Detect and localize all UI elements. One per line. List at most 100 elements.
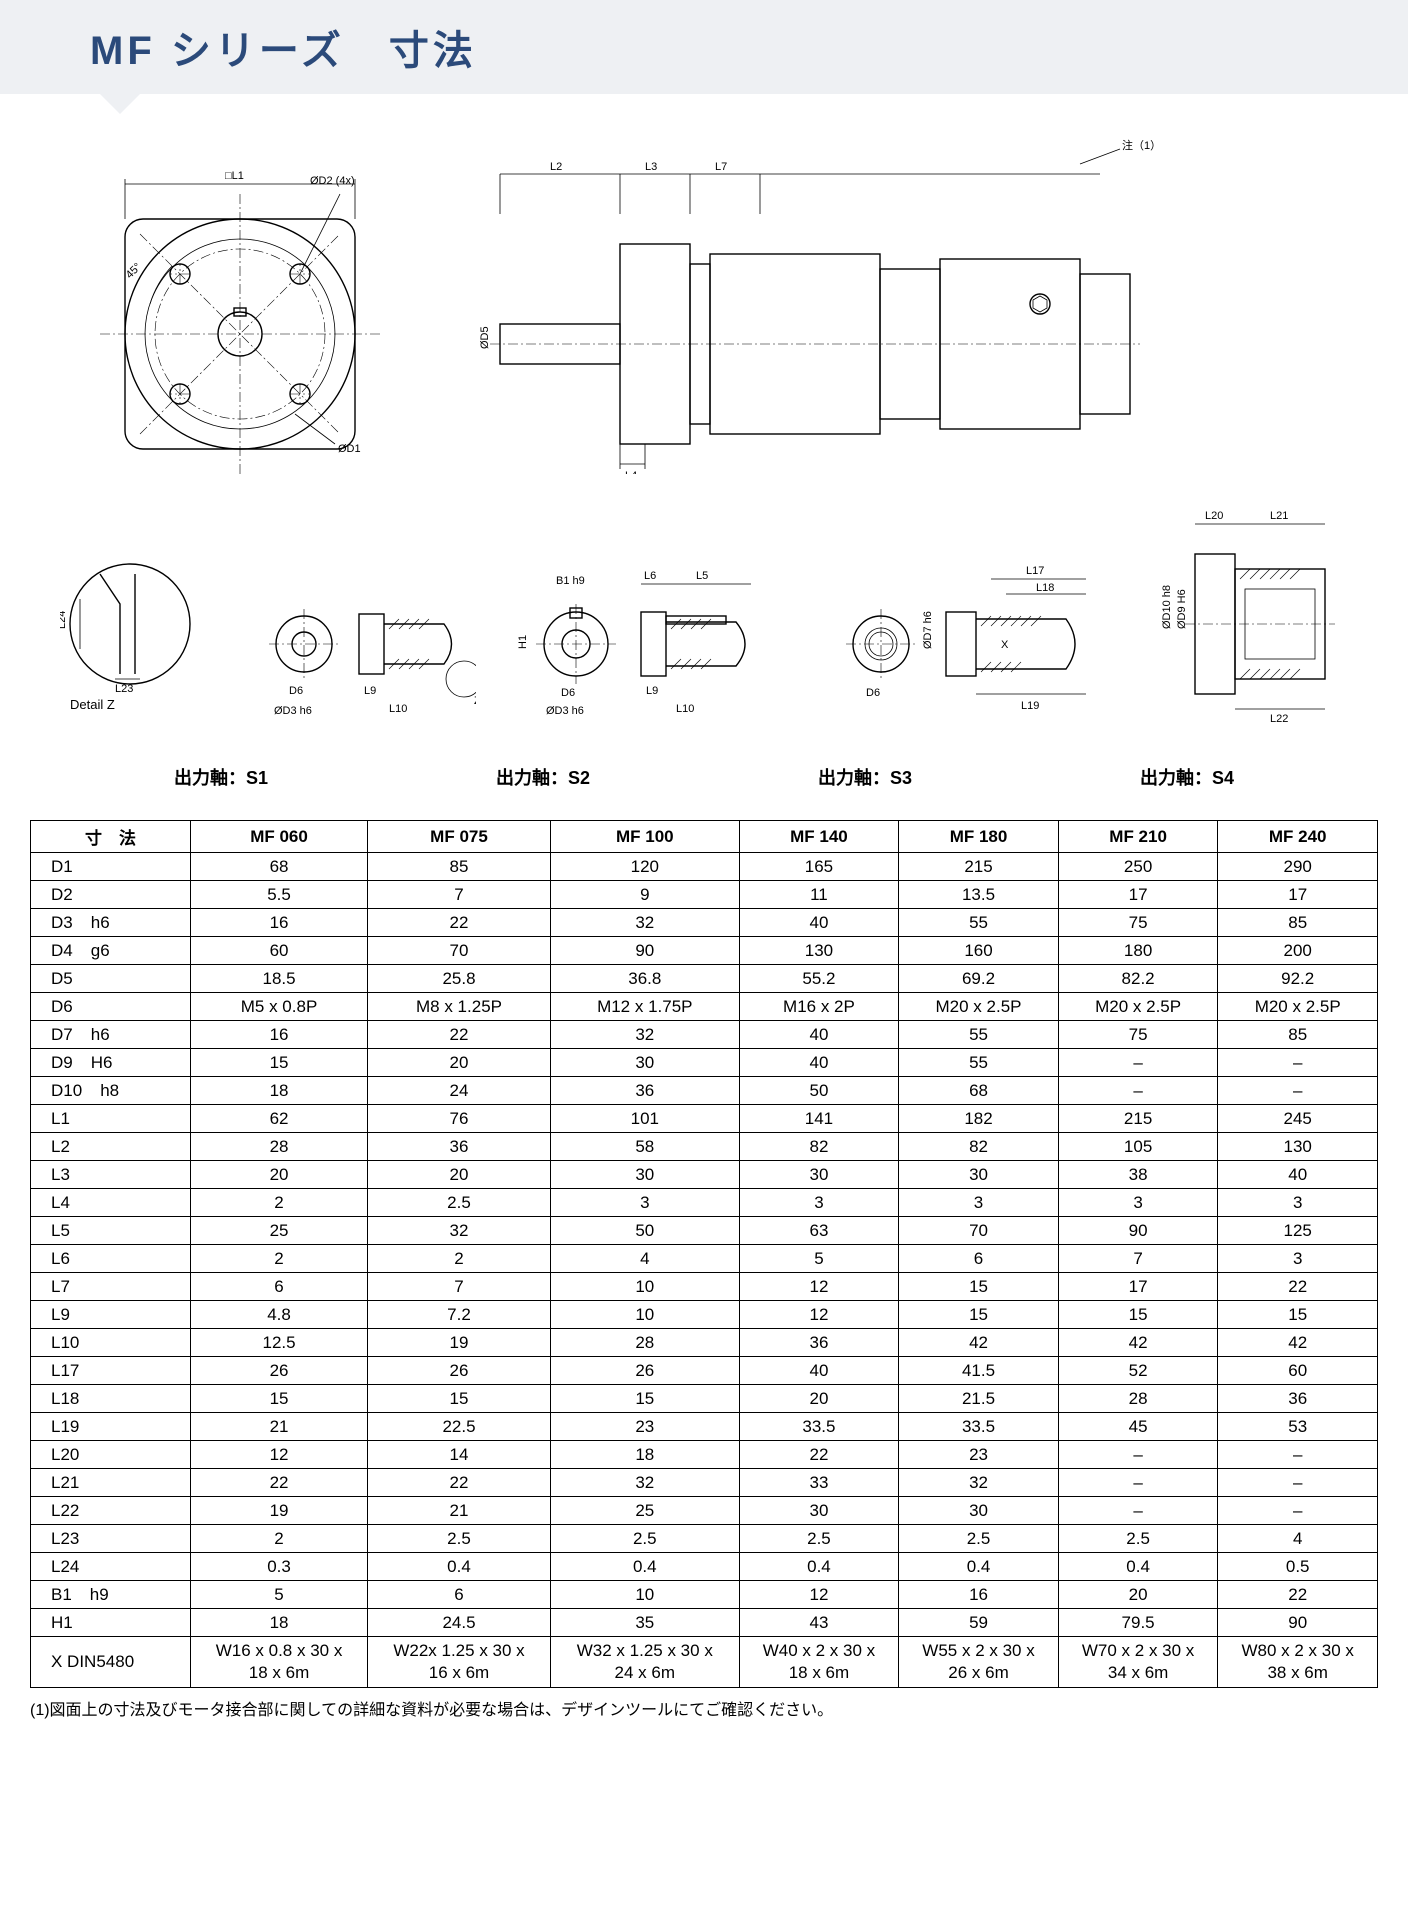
table-cell: 68 [191,853,368,881]
table-row: D3h616223240557585 [31,909,1378,937]
table-cell: – [1218,1077,1378,1105]
page-header: MF シリーズ 寸法 [0,0,1408,94]
table-cell: 22 [368,1469,551,1497]
table-row: D4g6607090130160180200 [31,937,1378,965]
table-header-col: MF 240 [1218,821,1378,853]
axis-label-s1: 出力軸：S1 [60,764,382,790]
table-cell: 180 [1058,937,1218,965]
table-cell: 85 [1218,909,1378,937]
table-cell: 30 [550,1049,739,1077]
table-cell: 15 [1058,1301,1218,1329]
table-cell: M20 x 2.5P [899,993,1059,1021]
table-cell: 15 [899,1301,1059,1329]
table-cell: 16 [191,1021,368,1049]
row-label: L21 [31,1469,191,1497]
table-cell: 22 [1218,1273,1378,1301]
table-cell: 120 [550,853,739,881]
dim-X: X [1001,639,1009,651]
table-cell: 15 [191,1385,368,1413]
dim-L6: L6 [644,570,656,582]
row-label: D10h8 [31,1077,191,1105]
table-cell: 2.5 [739,1525,899,1553]
dim-D10: ØD10 h8 [1161,585,1173,629]
dim-L5: L5 [696,570,708,582]
table-cell: 60 [1218,1357,1378,1385]
table-cell: 15 [191,1049,368,1077]
table-cell: 16 [191,909,368,937]
dim-H1: H1 [517,635,529,649]
dim-L10-s2: L10 [676,703,694,715]
table-cell: 24.5 [368,1609,551,1637]
table-cell: W80 x 2 x 30 x38 x 6m [1218,1637,1378,1688]
table-cell: 63 [739,1217,899,1245]
table-cell: 3 [899,1189,1059,1217]
footnote: (1)図面上の寸法及びモータ接合部に関しての詳細な資料が必要な場合は、デザインツ… [0,1688,1408,1760]
drawing-detail-z: L24 L23 Detail Z [60,544,214,724]
table-cell: 40 [739,1049,899,1077]
table-row: L201214182223–– [31,1441,1378,1469]
table-cell: – [1058,1049,1218,1077]
table-cell: 90 [550,937,739,965]
table-cell: 10 [550,1581,739,1609]
table-cell: 40 [739,1021,899,1049]
row-label: D4g6 [31,937,191,965]
table-cell: 90 [1058,1217,1218,1245]
table-cell: 52 [1058,1357,1218,1385]
table-row: D6M5 x 0.8PM8 x 1.25PM12 x 1.75PM16 x 2P… [31,993,1378,1021]
table-row: L192122.52333.533.54553 [31,1413,1378,1441]
table-cell: 82.2 [1058,965,1218,993]
table-cell: 33 [739,1469,899,1497]
row-label: X DIN5480 [31,1637,191,1688]
table-cell: 58 [550,1133,739,1161]
drawing-shaft-s4: L20 L21 ØD10 h8 ØD9 H6 [1155,494,1348,724]
row-label: D9H6 [31,1049,191,1077]
table-cell: 2 [191,1525,368,1553]
table-cell: 28 [550,1329,739,1357]
table-cell: W22x 1.25 x 30 x16 x 6m [368,1637,551,1688]
table-cell: 215 [1058,1105,1218,1133]
table-cell: 55 [899,1049,1059,1077]
detail-z-label: Detail Z [70,697,115,712]
table-cell: 68 [899,1077,1059,1105]
table-cell: 42 [1218,1329,1378,1357]
table-header-col: MF 210 [1058,821,1218,853]
dim-D6-s1: D6 [289,685,303,697]
dim-L20: L20 [1205,510,1223,522]
table-cell: 3 [1058,1189,1218,1217]
drawing-shaft-s3: D6 ØD7 h6 X L17 L18 L19 [826,554,1115,724]
table-cell: – [1218,1469,1378,1497]
table-cell: 165 [739,853,899,881]
table-cell: 42 [1058,1329,1218,1357]
table-cell: 21 [368,1497,551,1525]
table-cell: 0.4 [550,1553,739,1581]
axis-label-s3: 出力軸：S3 [704,764,1026,790]
table-cell: 7.2 [368,1301,551,1329]
table-row: D16885120165215250290 [31,853,1378,881]
table-cell: 42 [899,1329,1059,1357]
table-cell: 11 [739,881,899,909]
table-cell: 12 [739,1273,899,1301]
table-cell: 200 [1218,937,1378,965]
table-cell: W55 x 2 x 30 x26 x 6m [899,1637,1059,1688]
table-cell: 32 [550,1021,739,1049]
row-label: L7 [31,1273,191,1301]
page-title: MF シリーズ 寸法 [90,18,1408,76]
table-cell: 23 [899,1441,1059,1469]
row-label: L1 [31,1105,191,1133]
table-cell: 215 [899,853,1059,881]
table-cell: 18 [550,1441,739,1469]
table-cell: 0.3 [191,1553,368,1581]
table-cell: 55 [899,909,1059,937]
table-cell: 3 [550,1189,739,1217]
table-cell: 26 [550,1357,739,1385]
table-cell: 6 [191,1273,368,1301]
table-cell: 62 [191,1105,368,1133]
row-label: H1 [31,1609,191,1637]
table-cell: W16 x 0.8 x 30 x18 x 6m [191,1637,368,1688]
table-cell: 3 [1218,1189,1378,1217]
table-header-col: MF 180 [899,821,1059,853]
dim-D9: ØD9 H6 [1176,589,1188,629]
table-cell: 28 [191,1133,368,1161]
table-cell: 17 [1058,1273,1218,1301]
table-row: L7671012151722 [31,1273,1378,1301]
